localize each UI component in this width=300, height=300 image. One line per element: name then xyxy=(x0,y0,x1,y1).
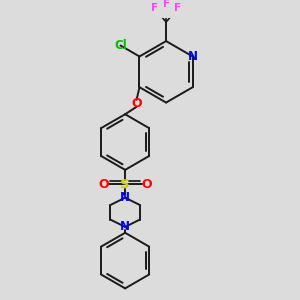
Text: N: N xyxy=(120,191,130,204)
Text: F: F xyxy=(151,3,158,13)
Text: O: O xyxy=(99,178,110,191)
Text: Cl: Cl xyxy=(114,39,127,52)
Text: N: N xyxy=(120,220,130,233)
Text: F: F xyxy=(174,3,181,13)
Text: O: O xyxy=(141,178,152,191)
Text: S: S xyxy=(120,178,130,191)
Text: F: F xyxy=(163,0,170,9)
Text: N: N xyxy=(188,50,198,63)
Text: O: O xyxy=(131,97,142,110)
